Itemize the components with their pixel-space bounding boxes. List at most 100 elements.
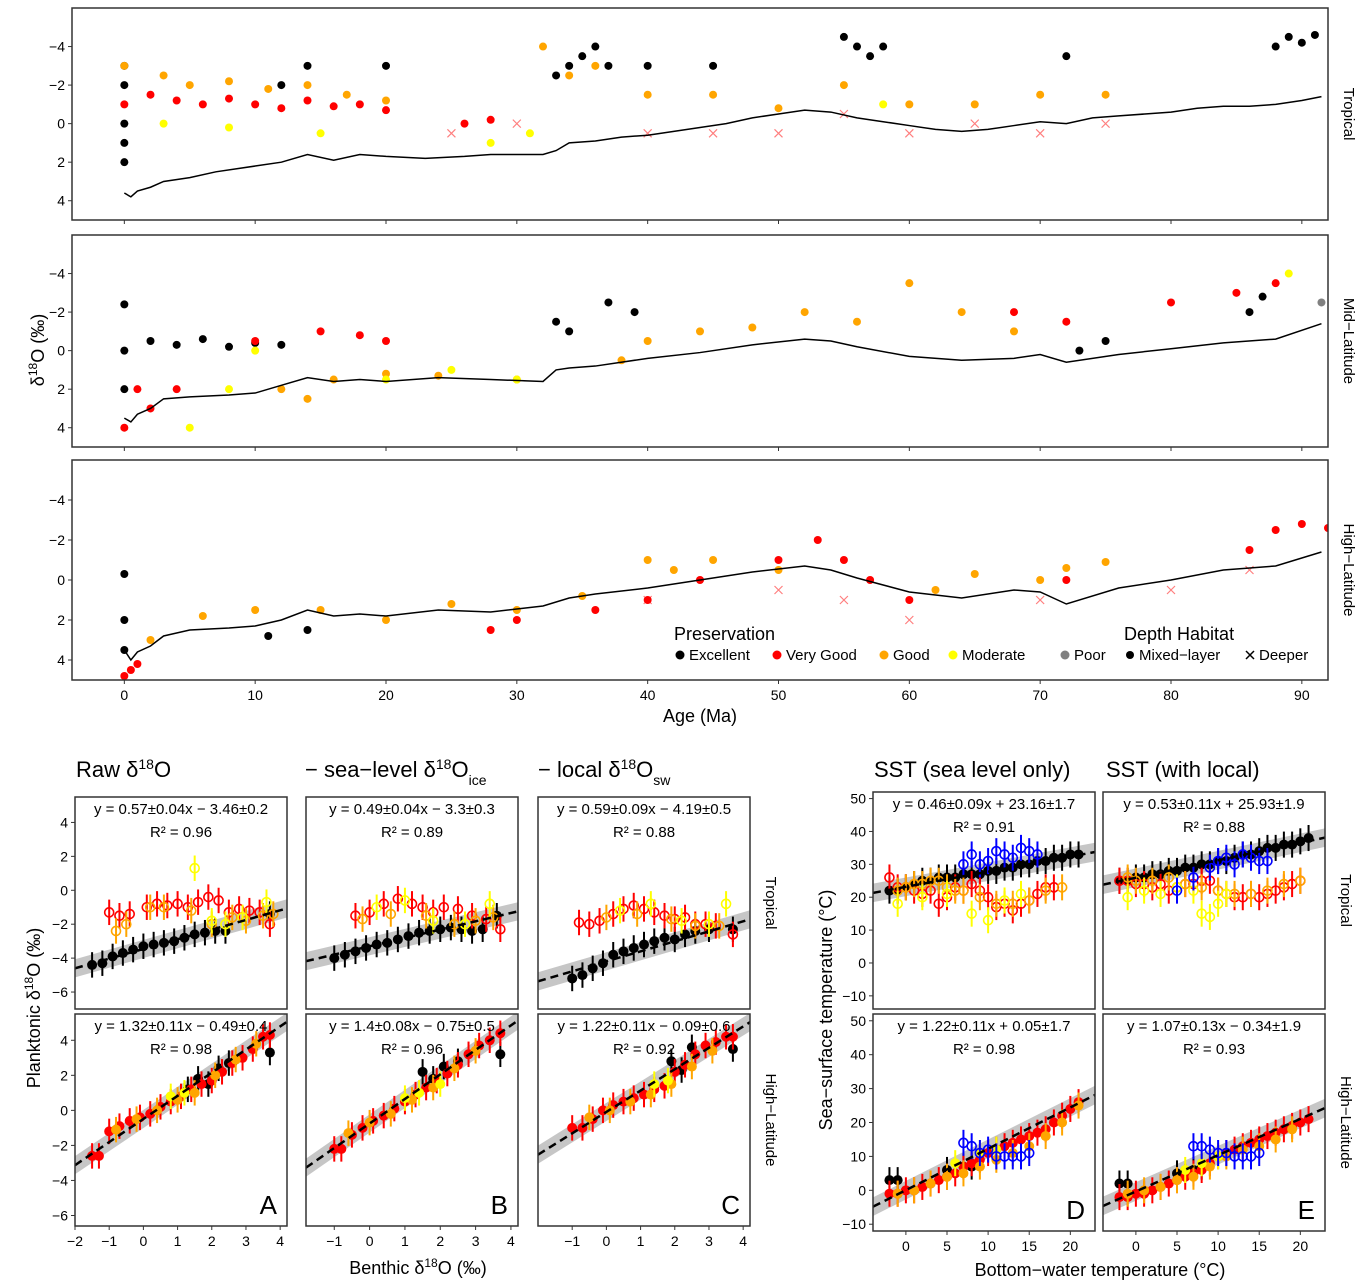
mixed-layer-point [630,308,639,317]
mixed-layer-point [316,129,325,138]
y-tick-label: 4 [57,652,65,668]
r2-label: R² = 0.98 [150,1041,212,1058]
mixed-layer-point [303,81,312,90]
deeper-point [774,585,783,595]
r2-label: R² = 0.88 [1183,819,1245,836]
data-point-open [1040,885,1051,896]
data-point [189,1087,200,1098]
data-point-open [982,1144,994,1155]
mixed-layer-point [1101,337,1110,345]
mixed-layer-point [329,375,338,384]
mixed-layer-point [120,300,129,309]
data-point-open [645,898,657,910]
mixed-layer-point [1284,269,1293,278]
data-point [1122,1188,1133,1199]
mixed-layer-point [251,337,260,345]
mixed-layer-point [709,61,718,70]
mixed-layer-point [382,369,390,378]
data-point-open [182,901,194,913]
mixed-layer-point [120,61,129,70]
y-tick-label: 40 [850,823,866,839]
data-point-open [385,908,397,920]
data-point [892,1175,903,1186]
y-tick-label: −2 [49,532,65,548]
data-point [1172,1175,1182,1186]
plot-area-0 [120,30,1322,198]
mixed-layer-point [866,52,875,61]
mixed-layer-point [905,100,914,109]
data-point-open [420,910,432,922]
mixed-layer-point [447,365,456,374]
fit-line [873,1093,1095,1208]
deeper-point [904,128,914,138]
y-tick-label: 0 [858,955,866,971]
y-tick-label: −2 [49,304,65,320]
x-tick-label: 3 [242,1233,250,1249]
mixed-layer-point [643,90,652,99]
data-point-open [254,907,265,918]
data-point-open [1262,885,1273,896]
row-label: High−Latitude [1340,524,1357,617]
mixed-layer-point [251,606,260,614]
data-point [385,1108,396,1119]
r2-label: R² = 0.92 [613,1041,675,1058]
legend-habitat-title: Depth Habitat [1124,624,1234,644]
x-tick-label: 0 [139,1233,147,1249]
panels: −4 −2 0 2 4 Tropical −4 −2 0 2 4 Mid−Latitude −4 −2 0 2… [49,7,1357,1254]
mixed-layer-point [1271,279,1280,288]
data-point-open [172,898,183,910]
data-point [495,1049,506,1060]
mixed-layer-point [774,566,783,574]
temp-ylabel: Sea−surface temperature (°C) [816,890,836,1131]
mixed-layer-point [329,102,338,111]
plot-area-8 [538,1014,750,1164]
x-tick-label: 70 [1032,687,1048,703]
data-point [449,1063,460,1074]
y-tick-label: 50 [850,1013,866,1029]
mixed-layer-point [1297,38,1306,47]
r2-label: R² = 0.93 [1183,1041,1245,1058]
mixed-layer-point [382,96,390,105]
benthic-line [123,322,1322,423]
panel-12: y = 1.07±0.13x − 0.34±1.9 R² = 0.93 0 5 10 15… [1102,1013,1354,1254]
mixed-layer-point [172,385,181,394]
mixed-layer-point [120,385,129,394]
data-point [933,1175,944,1186]
data-point-open [1122,891,1133,903]
mixed-layer-point [120,100,129,109]
mixed-layer-point [539,42,547,51]
x-tick-label: 60 [902,687,918,703]
panel-8: y = 1.22±0.11x − 0.09±0.6 R² = 0.92 −1 0 1 2 3… [537,1013,779,1249]
data-point-open [933,898,945,910]
mixed-layer-point [355,331,364,340]
data-point-open [1229,859,1240,870]
title-E: SST (with local) [1106,757,1260,782]
x-tick-label: 0 [1132,1238,1140,1254]
data-point [884,1175,895,1186]
mixed-layer-point [643,337,652,345]
equation-label: y = 1.22±0.11x + 0.05±1.7 [898,1018,1071,1035]
y-tick-label: −10 [842,1216,866,1232]
mixed-layer-point [198,335,207,344]
data-point-open [669,913,681,925]
data-point [925,1178,936,1189]
deeper-point [970,119,980,129]
mixed-layer-point [120,81,129,90]
legend-label: Deeper [1259,647,1308,664]
data-point-open [679,912,691,923]
mixed-layer-point [355,100,364,109]
data-point [417,1066,428,1077]
mixed-layer-point [1036,576,1045,584]
mixed-layer-point [126,666,135,674]
y-tick-label: −4 [49,492,65,508]
mixed-layer-point [669,566,678,574]
y-tick-label: −2 [49,77,65,93]
panel-1: −4 −2 0 2 4 Mid−Latitude [49,234,1357,451]
mixed-layer-point [879,42,888,51]
mixed-layer-point [146,337,155,345]
legend-label: Moderate [962,647,1025,664]
mixed-layer-point [198,612,207,620]
mixed-layer-point [774,556,783,564]
data-point-open [966,878,977,890]
